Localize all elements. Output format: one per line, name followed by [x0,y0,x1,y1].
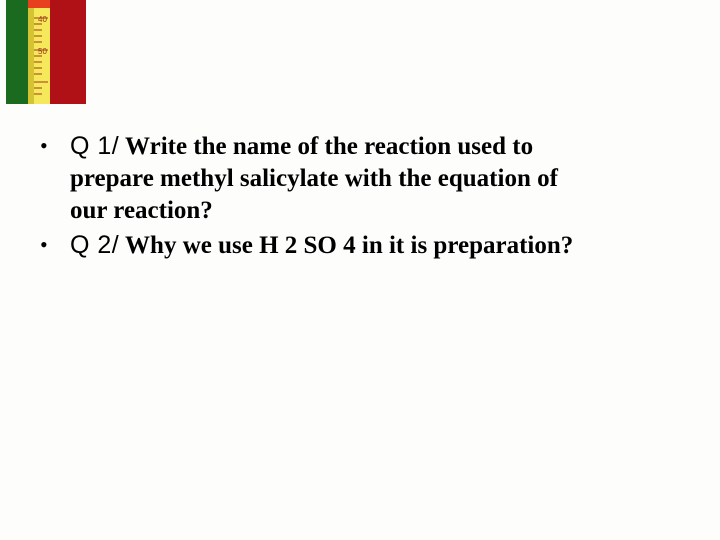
list-item: Q 2/ Why we use H 2 SO 4 in it is prepar… [36,229,690,262]
q1-text-line1: Write the name of the reaction used to [119,133,533,160]
q2-label: Q 2/ [70,231,119,259]
header-image: 40 50 [6,0,86,104]
cylinder-shade [28,0,34,104]
tick-50: 50 [38,47,47,56]
q1-block: Q 1/ Write the name of the reaction used… [70,130,690,227]
q1-text-line2: prepare methyl salicylate with the equat… [70,165,558,192]
content-area: Q 1/ Write the name of the reaction used… [36,130,690,264]
question-list: Q 1/ Write the name of the reaction used… [36,130,690,262]
cylinder-top [28,0,50,8]
list-item: Q 1/ Write the name of the reaction used… [36,130,690,227]
tick-40: 40 [38,15,47,24]
q2-block: Q 2/ Why we use H 2 SO 4 in it is prepar… [70,229,690,262]
q1-label: Q 1/ [70,132,119,160]
q2-text: Why we use H 2 SO 4 in it is preparation… [119,232,573,259]
q1-text-line3: our reaction? [70,197,213,224]
